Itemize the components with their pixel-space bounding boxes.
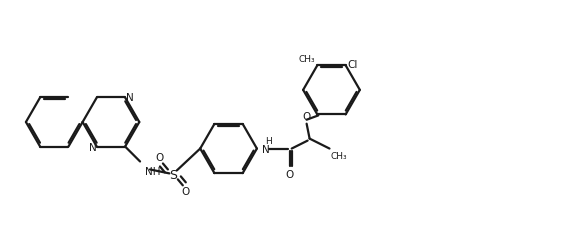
Text: O: O — [181, 186, 190, 196]
Text: O: O — [156, 153, 164, 163]
Text: Cl: Cl — [348, 60, 358, 70]
Text: CH₃: CH₃ — [331, 151, 347, 160]
Text: CH₃: CH₃ — [299, 55, 315, 64]
Text: NH: NH — [145, 167, 160, 177]
Text: N: N — [88, 142, 96, 152]
Text: S: S — [169, 168, 177, 181]
Text: N: N — [126, 93, 133, 103]
Text: O: O — [286, 169, 294, 179]
Text: O: O — [303, 111, 311, 121]
Text: N: N — [262, 144, 270, 154]
Text: H: H — [265, 136, 272, 145]
